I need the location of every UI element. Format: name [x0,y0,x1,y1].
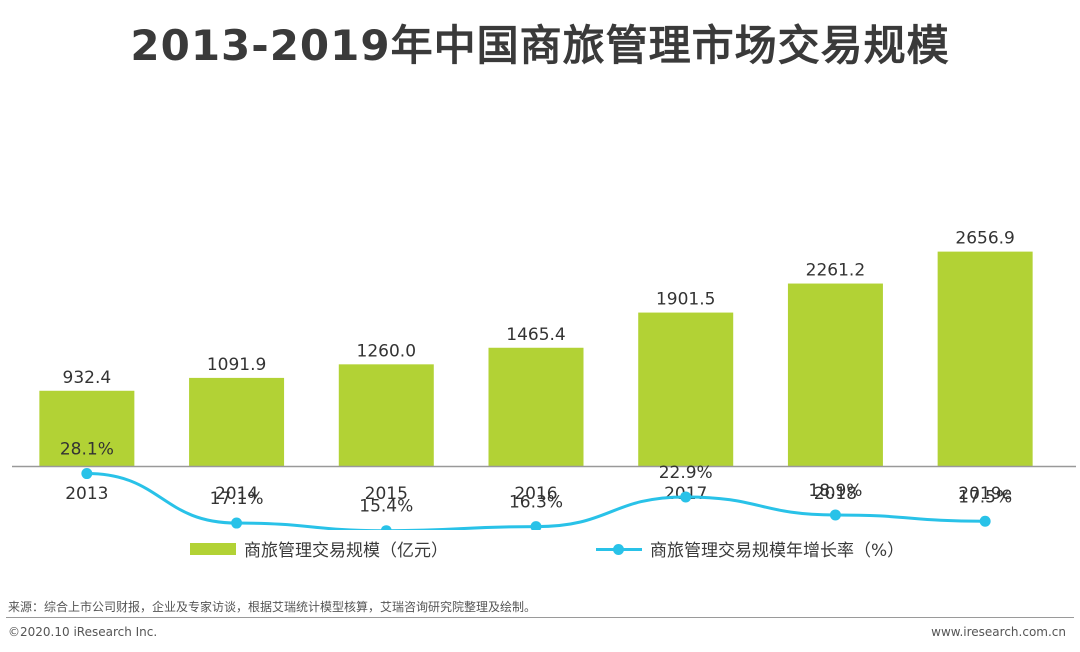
x-tick-label: 2016 [514,484,557,504]
growth-point-2019e [979,515,991,527]
bar-2015 [338,364,434,466]
bar-value-label: 1465.4 [506,325,565,345]
x-tick-label: 2014 [215,484,258,504]
bar-2017 [638,312,734,466]
x-tick-label: 2019e [958,484,1012,504]
growth-point-2015 [380,525,392,530]
bar-value-label: 1901.5 [656,290,715,310]
growth-value-label: 15.4% [359,497,413,517]
chart-canvas: 932.4 1091.9 1260.0 1465.4 1901.5 2261.2 2656.… [12,229,1076,530]
bar-2016 [488,347,584,466]
bar-2018 [787,283,883,466]
growth-point-2014 [231,517,243,529]
growth-value-label: 18.9% [808,481,862,501]
growth-value-label: 28.1% [60,440,114,460]
x-tick-label: 2018 [814,484,857,504]
bar-2014 [189,377,285,466]
legend: 商旅管理交易规模（亿元） 商旅管理交易规模年增长率（%） [0,536,1080,566]
bar-value-label: 932.4 [63,368,112,388]
bar-2013 [39,390,135,466]
bar-2019e [937,251,1033,466]
bar-value-label: 2656.9 [955,229,1014,249]
footer-divider [6,617,1074,618]
x-tick-label: 2015 [365,484,408,504]
growth-point-2013 [81,468,93,480]
growth-value-label: 22.9% [659,463,713,483]
legend-bar-label: 商旅管理交易规模（亿元） [244,541,448,561]
growth-point-2018 [829,509,841,521]
legend-item-line: 商旅管理交易规模年增长率（%） [596,536,904,561]
x-tick-label: 2013 [65,484,108,504]
legend-bar-swatch [190,542,236,555]
growth-value-label: 16.3% [509,493,563,513]
bar-value-label: 2261.2 [806,261,865,281]
website-link[interactable]: www.iresearch.com.cn [931,625,1066,639]
copyright: ©2020.10 iResearch Inc. [8,625,158,639]
legend-line-label: 商旅管理交易规模年增长率（%） [650,541,905,561]
growth-value-label: 17.1% [210,489,264,509]
bar-value-label: 1260.0 [357,341,416,361]
legend-item-bar: 商旅管理交易规模（亿元） [190,536,448,561]
growth-value-label: 17.5% [958,487,1012,507]
chart-title: 2013-2019年中国商旅管理市场交易规模 [130,21,950,70]
growth-point-2016 [530,521,542,530]
legend-line-swatch [596,543,642,555]
source-note: 来源：综合上市公司财报，企业及专家访谈，根据艾瑞统计模型核算，艾瑞咨询研究院整理… [8,600,537,614]
bar-value-label: 1091.9 [207,355,266,375]
growth-point-2017 [680,491,692,503]
